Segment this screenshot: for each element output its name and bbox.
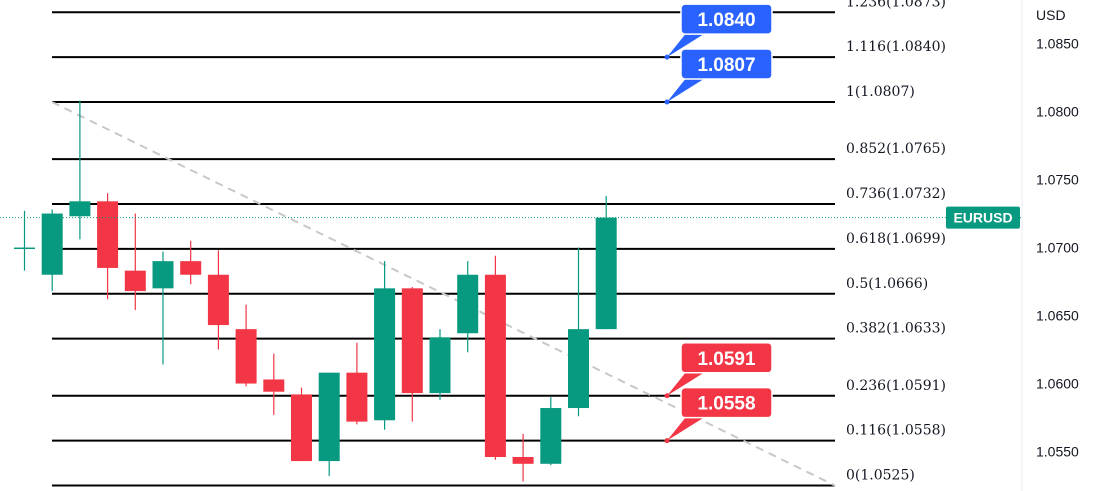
callout-pointer [667,32,707,58]
symbol-label: EURUSD [953,210,1012,226]
fib-label: 1(1.0807) [846,84,915,100]
candle[interactable] [484,255,506,460]
callout-box [680,386,773,419]
candle-body [568,329,589,409]
candle[interactable] [291,387,312,462]
y-tick-label: 1.0600 [1036,376,1079,392]
candle-body [291,394,312,462]
currency-label: USD [1036,7,1066,23]
callout-box [680,3,773,35]
candle-body [180,261,202,275]
candle-body [235,329,257,384]
fib-label: 0.852(1.0765) [846,141,946,157]
candle[interactable] [124,213,146,311]
candle[interactable] [14,210,35,271]
candle[interactable] [457,261,479,353]
candle-body [207,274,229,326]
fib-label: 0.116(1.0558) [846,423,946,439]
symbol-badge[interactable]: EURUSD [946,206,1020,229]
price-callout[interactable]: 1.0591 [664,342,773,399]
callout-anchor [664,54,670,60]
candle-body [374,288,396,421]
callout-pointer [667,77,707,103]
candle[interactable] [512,433,534,482]
candle-body [595,217,617,330]
candle[interactable] [540,397,562,466]
candle-body [484,274,506,457]
candle-body [540,408,562,464]
callout-anchor [664,438,670,444]
candle[interactable] [180,240,202,285]
candle[interactable] [429,329,451,400]
candle[interactable] [41,209,63,292]
candle[interactable] [152,251,174,365]
y-tick-label: 1.0750 [1036,172,1079,188]
price-callout[interactable]: 1.0807 [664,48,773,105]
candle-body [152,261,174,289]
trend-line[interactable] [51,101,836,487]
candle-body [512,456,534,464]
candle-body [69,201,91,217]
callout-price: 1.0807 [697,55,755,76]
price-callout[interactable]: 1.0558 [664,386,773,444]
symbol-badge-box [946,206,1020,229]
candle-body [97,201,119,268]
price-callouts: 1.0840 1.0807 1.0591 1.0558 [664,3,773,444]
fib-label: 0.736(1.0732) [846,186,946,202]
y-tick-label: 1.0650 [1036,308,1079,324]
fib-label: 1.236(1.0873) [846,0,946,10]
symbol-badge-layer[interactable]: EURUSD [946,206,1020,229]
fib-label: 0(1.0525) [846,468,915,484]
callout-price: 1.0558 [697,394,755,415]
candle-body [318,372,340,462]
y-tick-label: 1.0550 [1036,444,1079,460]
y-tick-label: 1.0850 [1036,36,1079,52]
fib-label: 0.236(1.0591) [846,378,946,394]
candle[interactable] [346,342,368,425]
candle-body [346,372,368,422]
callout-price: 1.0591 [697,349,756,370]
callout-box [680,48,773,80]
fib-label: 0.5(1.0666) [846,276,928,292]
fib-label: 0.382(1.0633) [846,321,946,337]
y-tick-label: 1.0800 [1036,104,1079,120]
candle[interactable] [568,247,589,417]
trend-line-layer [51,101,836,487]
callout-anchor [664,393,670,399]
candle[interactable] [401,286,423,422]
candle-body [401,288,423,394]
candle-body [124,270,146,292]
candle[interactable] [207,250,229,350]
candle-body [457,274,479,334]
candle[interactable] [263,353,285,415]
callout-pointer [667,370,707,396]
callout-box [680,342,773,374]
fib-label: 1.116(1.0840) [846,39,946,55]
fib-label: 0.618(1.0699) [846,231,946,247]
callout-price: 1.0840 [697,10,755,31]
candle-body [429,337,451,394]
price-callout[interactable]: 1.0840 [664,3,773,60]
candle-body [41,213,63,275]
callout-pointer [667,415,707,441]
candle-body [263,379,285,392]
candle-body [14,247,35,250]
candle[interactable] [374,261,396,430]
candle[interactable] [69,100,91,240]
callout-anchor [664,99,670,105]
candle[interactable] [235,304,257,387]
y-tick-label: 1.0700 [1036,240,1079,256]
price-axis[interactable]: USD 1.0850 1.0800 1.0750 1.0700 1.0650 1.0600… [1036,7,1079,460]
candle[interactable] [318,372,340,477]
